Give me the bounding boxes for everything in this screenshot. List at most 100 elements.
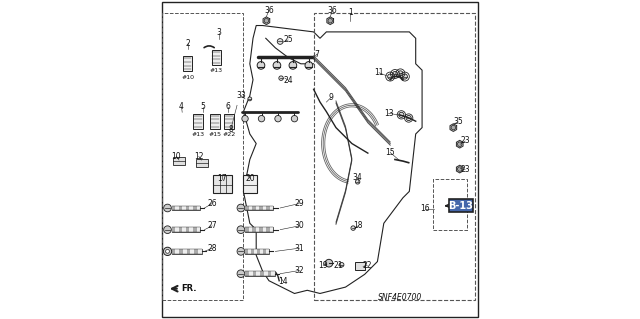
Bar [355, 262, 365, 270]
Bar [196, 227, 200, 232]
Text: #13: #13 [210, 68, 223, 73]
Bar [186, 227, 189, 232]
Text: 4: 4 [179, 102, 184, 111]
Text: 26: 26 [207, 199, 217, 208]
Bar [175, 227, 179, 232]
Polygon shape [263, 17, 269, 25]
Bar [249, 271, 253, 276]
Circle shape [305, 62, 313, 69]
Bar [245, 206, 248, 210]
Bar [245, 271, 249, 276]
Bar [213, 175, 232, 193]
Bar [252, 206, 256, 210]
Bar [263, 249, 266, 254]
Text: 9: 9 [329, 93, 333, 102]
Text: 8: 8 [228, 125, 233, 134]
Bar [243, 175, 257, 193]
Circle shape [237, 204, 244, 212]
Text: SNF4E0700: SNF4E0700 [378, 293, 422, 302]
Circle shape [275, 115, 281, 122]
Bar [245, 227, 248, 232]
Circle shape [166, 249, 170, 253]
Bar [314, 13, 475, 300]
Circle shape [398, 71, 403, 76]
Bar [245, 249, 248, 254]
Bar [182, 227, 186, 232]
Bar [193, 206, 196, 210]
Bar [266, 206, 270, 210]
Text: 15: 15 [385, 148, 395, 157]
Circle shape [355, 180, 360, 184]
Circle shape [277, 39, 283, 44]
Circle shape [164, 226, 172, 234]
Bar [196, 206, 200, 210]
Circle shape [273, 62, 281, 69]
Circle shape [237, 270, 244, 278]
Text: 28: 28 [207, 244, 217, 253]
Bar [191, 249, 194, 254]
Text: 20: 20 [246, 174, 255, 183]
Bar [245, 227, 273, 232]
Text: 5: 5 [200, 102, 205, 111]
Text: 32: 32 [294, 266, 304, 275]
Circle shape [248, 97, 252, 101]
Circle shape [328, 19, 332, 23]
Text: 17: 17 [217, 174, 227, 183]
Text: 31: 31 [294, 244, 304, 253]
Circle shape [392, 71, 397, 77]
Bar [264, 271, 268, 276]
Bar [433, 179, 467, 230]
Bar [254, 249, 257, 254]
Text: 1: 1 [348, 8, 353, 17]
Bar [256, 271, 260, 276]
Text: 12: 12 [194, 152, 204, 161]
Bar [260, 249, 263, 254]
Text: 36: 36 [328, 6, 338, 15]
Text: 3: 3 [216, 28, 221, 37]
Circle shape [451, 125, 456, 130]
Bar [172, 249, 202, 254]
Bar [259, 206, 263, 210]
Text: #10: #10 [181, 75, 194, 80]
Bar [162, 13, 243, 300]
Text: 7: 7 [314, 50, 319, 59]
Polygon shape [327, 17, 333, 25]
Bar [263, 227, 266, 232]
Circle shape [237, 248, 244, 255]
Text: 11: 11 [374, 68, 384, 77]
Bar [183, 56, 193, 71]
Text: 14: 14 [278, 277, 288, 286]
Bar [172, 227, 175, 232]
Text: 19: 19 [318, 261, 328, 270]
Circle shape [264, 19, 269, 23]
Text: 2: 2 [186, 39, 190, 48]
Polygon shape [450, 124, 457, 131]
Bar [266, 249, 269, 254]
Bar [210, 114, 220, 129]
Bar [172, 249, 175, 254]
Bar [189, 227, 193, 232]
Text: 25: 25 [284, 35, 293, 44]
Circle shape [351, 226, 355, 230]
Text: 29: 29 [294, 199, 304, 208]
Polygon shape [456, 165, 463, 173]
Bar [179, 227, 182, 232]
Text: 22: 22 [362, 261, 372, 270]
Circle shape [163, 247, 172, 256]
Text: #15: #15 [208, 132, 221, 137]
Bar [248, 249, 251, 254]
Bar [270, 227, 273, 232]
Bar [175, 206, 179, 210]
Text: #22: #22 [223, 132, 236, 137]
Circle shape [257, 62, 265, 69]
Bar [259, 227, 263, 232]
Circle shape [279, 76, 284, 80]
Text: 27: 27 [207, 221, 217, 230]
Bar [183, 249, 187, 254]
Circle shape [406, 115, 412, 121]
Text: 23: 23 [460, 137, 470, 145]
Bar [187, 249, 191, 254]
Text: 24: 24 [284, 76, 294, 85]
Text: 16: 16 [420, 204, 430, 213]
Bar [198, 249, 202, 254]
